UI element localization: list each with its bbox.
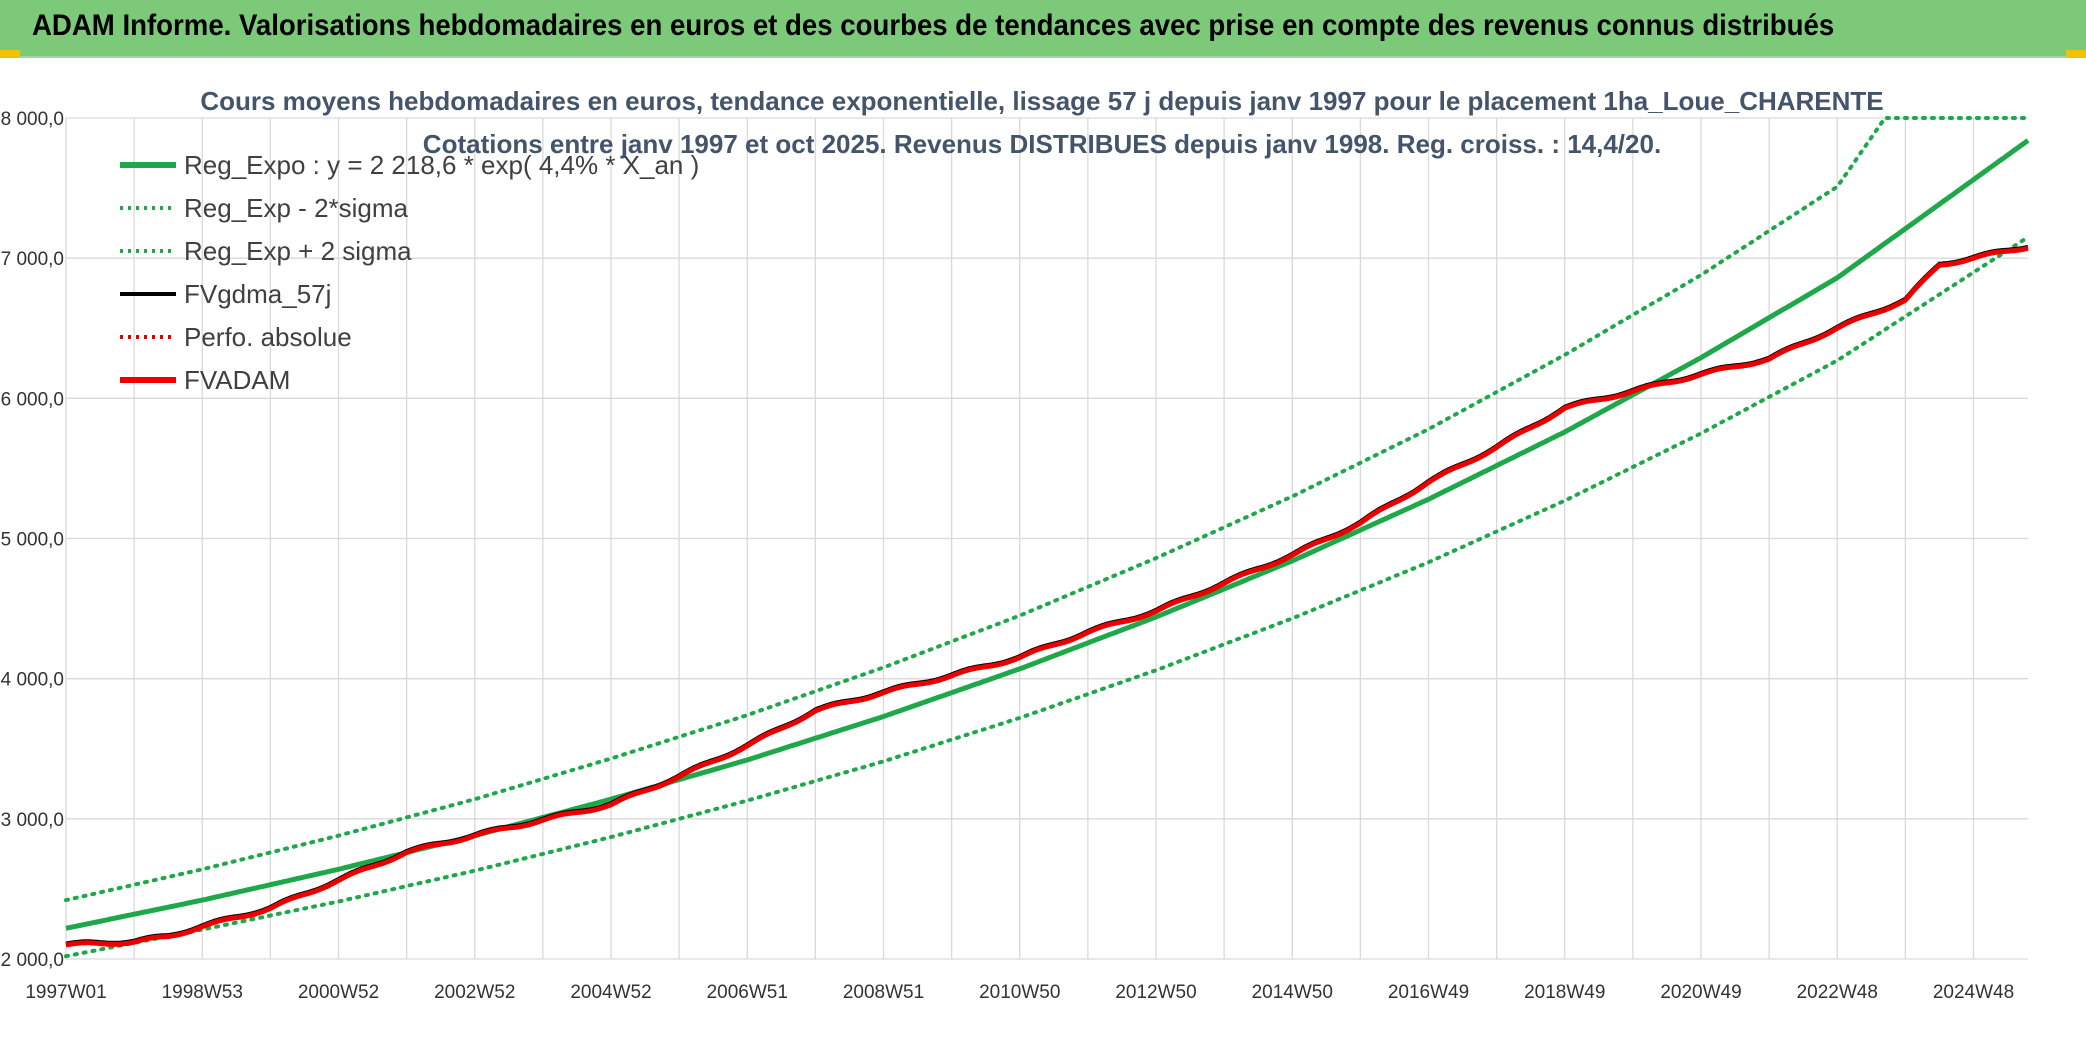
x-tick-label: 2010W50 (979, 982, 1060, 1003)
x-axis-tick-labels: 1997W01 1998W53 2000W52 2002W52 2004W52 2006W… (25, 982, 2014, 1003)
chart-title: Cours moyens hebdomadaires en euros, ten… (200, 86, 1883, 116)
corner-marker-left (0, 50, 20, 58)
legend-label: Reg_Exp - 2*sigma (184, 193, 409, 223)
legend-item: FVgdma_57j (120, 279, 331, 309)
x-tick-label: 2022W48 (1797, 982, 1878, 1003)
report-banner: ADAM Informe. Valorisations hebdomadaire… (0, 0, 2086, 58)
x-tick-label: 2014W50 (1252, 982, 1333, 1003)
chart-subtitle: Cotations entre janv 1997 et oct 2025. R… (423, 129, 1661, 159)
y-tick-label: 6 000,0 (1, 389, 64, 410)
legend-label: Reg_Expo : y = 2 218,6 * exp( 4,4% * X_a… (184, 150, 699, 180)
series-reg-exp-plus-2sigma (64, 116, 2030, 903)
y-gridlines (66, 117, 2028, 960)
legend-label: FVADAM (184, 365, 290, 395)
chart-svg: 2 000,0 3 000,0 4 000,0 5 000,0 6 000,0 7 000… (1, 86, 2030, 1003)
x-tick-label: 2000W52 (298, 982, 379, 1003)
y-tick-label: 7 000,0 (1, 249, 64, 270)
legend-item: FVADAM (120, 365, 290, 395)
legend-label: Reg_Exp + 2 sigma (184, 236, 412, 266)
legend-item: Reg_Expo : y = 2 218,6 * exp( 4,4% * X_a… (120, 150, 699, 180)
x-gridlines (65, 118, 1975, 959)
x-tick-label: 1997W01 (25, 982, 106, 1003)
corner-marker-right (2066, 50, 2086, 58)
x-tick-label: 2008W51 (843, 982, 924, 1003)
x-tick-label: 1998W53 (162, 982, 243, 1003)
legend-label: FVgdma_57j (184, 279, 331, 309)
legend-item: Reg_Exp + 2 sigma (120, 236, 412, 266)
series-reg-exp-minus-2sigma (64, 235, 2030, 959)
y-tick-label: 2 000,0 (1, 950, 64, 971)
legend-item: Perfo. absolue (120, 322, 352, 352)
series-fvgdma-57j (65, 244, 2029, 946)
x-tick-label: 2004W52 (570, 982, 651, 1003)
x-tick-label: 2018W49 (1524, 982, 1605, 1003)
series-perfo-absolue (65, 247, 2029, 946)
legend-item: Reg_Exp - 2*sigma (120, 193, 409, 223)
series-lines (64, 116, 2030, 959)
x-tick-label: 2012W50 (1115, 982, 1196, 1003)
y-axis-tick-labels: 2 000,0 3 000,0 4 000,0 5 000,0 6 000,0 7 000… (1, 109, 64, 971)
legend-label: Perfo. absolue (184, 322, 352, 352)
chart-area: 2 000,0 3 000,0 4 000,0 5 000,0 6 000,0 7 000… (0, 58, 2086, 1037)
y-tick-label: 3 000,0 (1, 810, 64, 831)
series-fvadam (65, 245, 2029, 948)
x-tick-label: 2024W48 (1933, 982, 2014, 1003)
y-tick-label: 4 000,0 (1, 670, 64, 691)
chart-legend: Reg_Expo : y = 2 218,6 * exp( 4,4% * X_a… (120, 150, 699, 395)
report-title: ADAM Informe. Valorisations hebdomadaire… (32, 9, 1835, 42)
x-tick-label: 2020W49 (1660, 982, 1741, 1003)
x-tick-label: 2002W52 (434, 982, 515, 1003)
x-tick-label: 2006W51 (707, 982, 788, 1003)
y-tick-label: 8 000,0 (1, 109, 64, 130)
y-tick-label: 5 000,0 (1, 530, 64, 551)
x-tick-label: 2016W49 (1388, 982, 1469, 1003)
